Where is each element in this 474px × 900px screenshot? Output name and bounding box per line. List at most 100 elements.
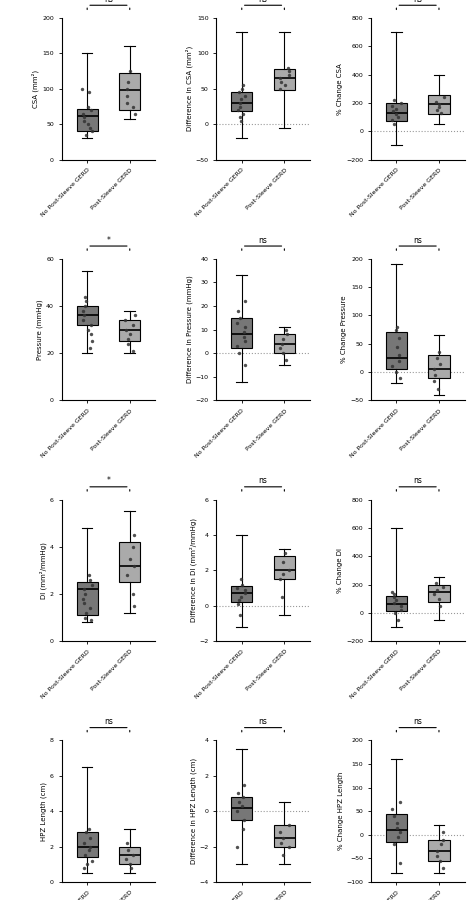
Y-axis label: CSA (mm²): CSA (mm²) (32, 70, 39, 108)
Point (85, 86, 93, 100)
Point (80, 582, 88, 597)
Point (392, 364, 400, 379)
Point (86, 840, 94, 854)
Point (235, 346, 243, 360)
Y-axis label: % Change CSA: % Change CSA (337, 63, 343, 114)
Point (85, 843, 93, 858)
Point (278, 590, 285, 604)
PathPatch shape (76, 582, 98, 616)
Point (240, 329, 248, 344)
Point (233, 580, 240, 595)
Text: ns: ns (413, 717, 422, 726)
Point (81, 610, 89, 625)
PathPatch shape (386, 332, 407, 369)
Point (85, 568, 92, 582)
Point (239, 790, 247, 805)
Point (84, 117, 92, 131)
Point (435, 345, 443, 359)
Point (88, 853, 96, 868)
Point (129, 318, 137, 332)
Text: ns: ns (259, 236, 267, 245)
Point (79, 106, 86, 121)
Point (236, 110, 244, 124)
Point (388, 584, 395, 598)
Point (282, 322, 290, 337)
Point (81, 290, 89, 304)
Point (129, 587, 137, 601)
Point (393, 815, 401, 830)
Y-axis label: % Change DI: % Change DI (337, 548, 343, 593)
Point (86, 341, 94, 356)
Point (129, 848, 137, 862)
Point (237, 572, 245, 587)
Point (279, 332, 286, 347)
Point (239, 78, 246, 93)
PathPatch shape (428, 95, 450, 113)
Point (397, 795, 404, 809)
Point (84, 322, 92, 337)
Point (434, 849, 441, 863)
Point (236, 99, 244, 113)
Point (237, 95, 244, 110)
Point (439, 832, 447, 847)
PathPatch shape (386, 103, 407, 121)
Point (80, 860, 87, 875)
Text: ns: ns (413, 0, 422, 4)
Point (430, 362, 438, 376)
Point (88, 318, 95, 332)
Point (79, 591, 87, 606)
Point (82, 825, 90, 840)
Point (395, 354, 402, 368)
PathPatch shape (119, 73, 140, 110)
Point (277, 572, 284, 587)
Point (128, 860, 135, 875)
Point (434, 844, 441, 859)
Point (439, 860, 447, 875)
Point (122, 322, 130, 337)
Point (277, 75, 285, 89)
PathPatch shape (119, 847, 140, 864)
Point (240, 778, 247, 792)
Point (122, 851, 129, 866)
PathPatch shape (386, 596, 407, 611)
Point (389, 104, 396, 119)
Point (233, 339, 240, 354)
Point (393, 320, 401, 334)
Point (242, 294, 249, 309)
Point (233, 804, 241, 818)
Point (285, 68, 293, 82)
Point (285, 818, 292, 832)
Point (395, 348, 403, 363)
Point (81, 587, 89, 601)
Point (83, 857, 91, 871)
Point (236, 608, 244, 622)
Point (241, 586, 249, 600)
PathPatch shape (119, 320, 140, 341)
Point (82, 299, 89, 313)
Point (234, 303, 242, 318)
Point (395, 613, 402, 627)
Y-axis label: HPZ Length (cm): HPZ Length (cm) (41, 782, 47, 841)
Point (391, 117, 398, 131)
Point (279, 567, 286, 581)
Point (433, 103, 441, 117)
Point (435, 382, 442, 396)
Point (82, 606, 90, 620)
Point (277, 825, 284, 840)
Point (395, 331, 403, 346)
Point (390, 809, 398, 824)
Point (127, 552, 134, 566)
Point (397, 95, 404, 110)
PathPatch shape (76, 306, 98, 325)
Point (234, 315, 241, 329)
Point (436, 97, 443, 112)
Text: *: * (107, 476, 110, 485)
Y-axis label: Difference in HPZ Length (cm): Difference in HPZ Length (cm) (190, 758, 197, 864)
Point (233, 840, 241, 854)
PathPatch shape (231, 797, 253, 820)
Point (130, 527, 137, 542)
PathPatch shape (119, 542, 140, 582)
Point (130, 559, 137, 573)
Point (438, 837, 445, 851)
Point (129, 540, 137, 554)
